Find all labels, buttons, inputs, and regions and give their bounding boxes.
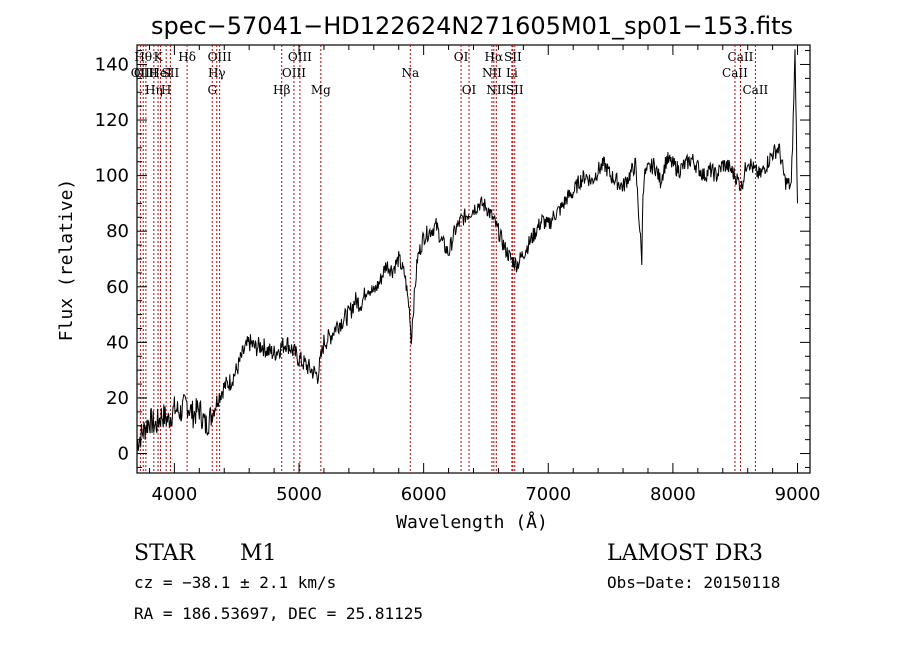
line-label: OI [462, 83, 477, 97]
x-tick-label: 5000 [276, 484, 322, 505]
line-label: Hα [485, 50, 504, 64]
y-tick-label: 80 [106, 221, 129, 242]
y-tick-label: 0 [118, 444, 129, 465]
line-label: OI [454, 50, 469, 64]
line-label: Na [401, 66, 419, 80]
line-label: SII [504, 50, 522, 64]
line-label: K [154, 50, 164, 64]
line-label: OIII [134, 66, 158, 80]
line-label: Hδ [178, 50, 196, 64]
line-label: Hβ [273, 83, 290, 97]
y-tick-label: 100 [95, 166, 129, 187]
line-label: OIII [208, 50, 232, 64]
line-label: Hη [145, 83, 163, 97]
line-label: NII [486, 83, 506, 97]
x-tick-label: 4000 [151, 484, 197, 505]
y-axis-label: Flux (relative) [56, 179, 77, 342]
plot-frame [136, 44, 811, 474]
y-tick-label: 120 [95, 110, 129, 131]
spectrum-line [136, 49, 798, 451]
line-label: OIII [288, 50, 312, 64]
x-tick-label: 7000 [525, 484, 571, 505]
line-label: H [161, 83, 171, 97]
object-subclass: M1 [240, 541, 277, 566]
line-label: CaII [728, 50, 754, 64]
x-tick-label: 6000 [401, 484, 447, 505]
line-label: Hγ [208, 66, 226, 80]
line-label: CaII [742, 83, 768, 97]
line-label: NII [482, 66, 502, 80]
spectral-line-labels: OII Hθ OIII Hη K HeI H SII Hδ G Hγ OIII Hβ OIII OIII Mg… [131, 50, 769, 97]
survey-name: LAMOST DR3 [607, 541, 763, 566]
y-axis-ticks: 0 20 40 60 80 100 120 140 [95, 50, 810, 468]
y-tick-label: 60 [106, 277, 129, 298]
line-label: OIII [282, 66, 306, 80]
coordinates: RA = 186.53697, DEC = 25.81125 [134, 604, 423, 623]
line-label: Mg [311, 83, 331, 97]
x-tick-label: 9000 [775, 484, 821, 505]
line-label: OII [131, 66, 151, 80]
x-axis-ticks: 4000 5000 6000 7000 8000 9000 [148, 45, 821, 505]
line-label: HeI [149, 66, 172, 80]
spectral-line-markers [139, 45, 756, 473]
line-label: Hθ [134, 50, 152, 64]
redshift-cz: cz = −38.1 ± 2.1 km/s [134, 573, 336, 592]
x-axis-label: Wavelength (Å) [396, 511, 548, 533]
line-label: G [207, 83, 217, 97]
y-tick-label: 140 [95, 54, 129, 75]
line-label: SII [162, 66, 180, 80]
object-class: STAR [134, 541, 196, 566]
chart-title: spec−57041−HD122624N271605M01_sp01−153.f… [151, 12, 793, 40]
y-tick-label: 40 [106, 332, 129, 353]
x-tick-label: 8000 [650, 484, 696, 505]
y-tick-label: 20 [106, 388, 129, 409]
observation-date: Obs−Date: 20150118 [607, 573, 780, 592]
line-label: CaII [722, 66, 748, 80]
line-label: SII [506, 83, 524, 97]
line-label: Li [506, 66, 518, 80]
